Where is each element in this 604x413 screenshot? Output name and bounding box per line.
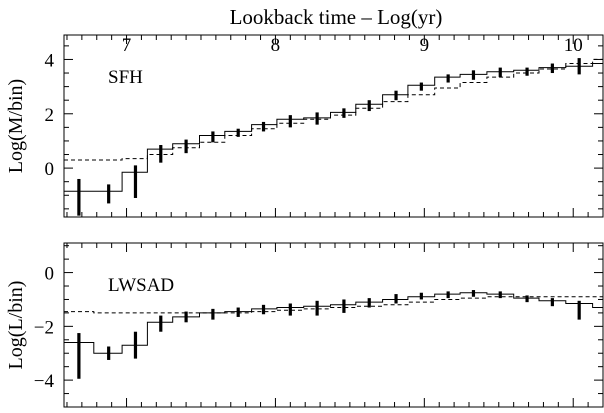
y-tick-label-sfh: 2: [45, 105, 55, 126]
x-tick-label: 10: [564, 35, 583, 56]
y-tick-label-sfh: 0: [45, 159, 55, 180]
dashed-series-sfh: [64, 58, 603, 161]
panel-label-sfh: SFH: [108, 67, 143, 88]
y-tick-label-lwsad: −2: [34, 317, 54, 338]
x-tick-label: 8: [271, 35, 281, 56]
panel-sfh: 7 8 9 10 0 2 4 Log(M/bin) SFH: [5, 34, 604, 218]
solid-series-sfh: [64, 63, 603, 192]
y-axis-title-lwsad: Log(L/bin): [5, 281, 27, 370]
plot-frame-lwsad: [63, 242, 604, 408]
y-axis-title-sfh: Log(M/bin): [5, 79, 27, 173]
plot-frame-sfh: [63, 34, 604, 218]
y-tick-label-sfh: 4: [45, 50, 55, 71]
panel-lwsad: −4 −2 0 Log(L/bin) LWSAD: [5, 242, 604, 408]
panel-label-lwsad: LWSAD: [108, 275, 174, 296]
x-tick-label: 7: [122, 35, 132, 56]
x-axis-title: Lookback time – Log(yr): [230, 5, 443, 29]
y-tick-label-lwsad: 0: [45, 264, 55, 285]
x-tick-label: 9: [420, 35, 430, 56]
y-tick-label-lwsad: −4: [34, 371, 55, 392]
solid-series-lwsad: [64, 292, 603, 354]
